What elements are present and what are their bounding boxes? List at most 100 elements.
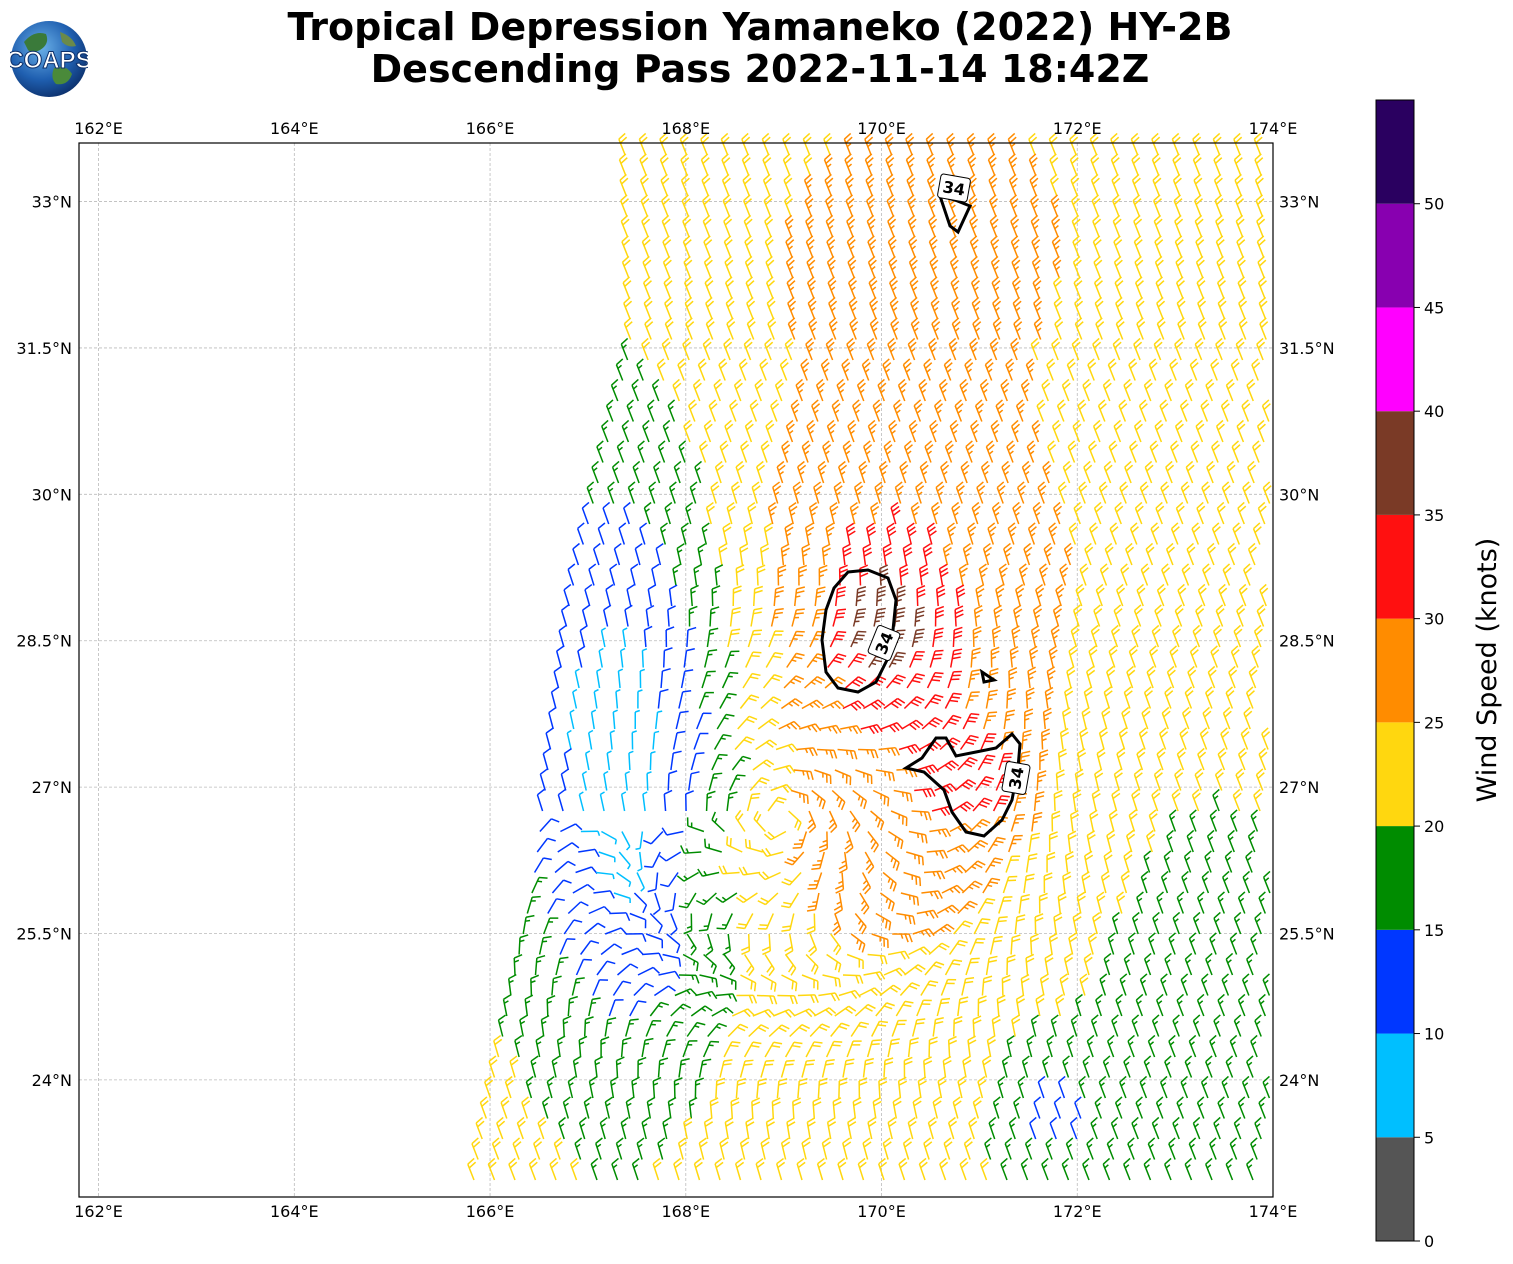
wind-barb [1172,624,1182,648]
wind-barb [641,1037,654,1058]
wind-barb [593,890,615,899]
wind-barb [514,1035,523,1058]
wind-barb [817,460,827,484]
wind-barb [1206,829,1215,853]
wind-barb [642,952,664,962]
wind-barb [940,978,957,996]
wind-barb [1027,522,1037,545]
wind-barb [1101,706,1111,730]
wind-barb [845,522,856,545]
wind-barb [652,730,660,750]
wind-barb [1126,665,1136,689]
wind-barb [837,1157,847,1181]
wind-barb [929,255,939,279]
wind-barb [1131,788,1141,812]
wind-barb [703,419,713,443]
wind-barb [806,1117,816,1140]
wind-barb [880,722,904,733]
lon-label-top: 162°E [74,119,123,138]
wind-barb [588,997,601,1017]
wind-barb [980,460,990,484]
wind-barb [721,153,731,176]
wind-barb [641,1117,650,1140]
wind-barb [682,235,692,258]
wind-barb [867,953,888,965]
wind-barb [788,502,798,525]
wind-barb [1037,481,1047,504]
wind-barb [679,132,689,156]
wind-barb [756,1078,767,1099]
wind-barb [944,959,963,976]
wind-barb [1149,645,1159,668]
wind-barb [1236,255,1246,279]
lat-label-right: 24°N [1279,1071,1319,1090]
wind-barb [741,933,751,955]
wind-barb [699,974,718,988]
wind-barb [865,173,875,197]
wind-barb [928,214,938,238]
wind-barb [620,214,630,238]
contour-label: 34 [1001,761,1031,795]
wind-barb [661,337,671,361]
wind-barb [806,913,816,935]
wind-barb [546,995,556,1017]
wind-barb [938,378,948,402]
wind-barb [692,378,702,402]
wind-barb [990,419,1000,443]
wind-barb [731,755,752,771]
lat-label-left: 28.5°N [16,632,72,651]
wind-barb [688,605,698,627]
wind-barb [722,933,731,956]
wind-barb [1192,624,1202,648]
coaps-logo: COAPS [6,20,92,98]
colorbar-segment [1376,307,1414,412]
wind-barb [814,586,826,607]
wind-barb [801,699,824,710]
wind-barb [680,153,690,176]
wind-barb [1238,317,1248,340]
wind-barb [749,399,759,422]
lon-label-bottom: 162°E [74,1202,123,1221]
wind-barb [664,296,674,320]
wind-barb [841,358,851,381]
wind-barb [907,1117,917,1140]
wind-barb [818,831,829,853]
wind-barb [1258,296,1268,320]
colorbar-frame [1375,99,1415,1242]
wind-barb [722,522,732,545]
wind-barb [1256,235,1266,258]
wind-barb [1259,583,1269,607]
wind-barb [705,933,714,957]
wind-barb [546,1075,555,1099]
wind-barb [723,337,733,361]
wind-barb [959,1157,969,1181]
wind-barb [850,933,866,953]
wind-barb [1168,809,1177,832]
wind-barb [784,522,794,545]
wind-barb [785,255,795,279]
wind-barb [605,584,614,607]
wind-barb [733,378,743,402]
wind-barb [586,481,595,504]
wind-barb [751,1097,761,1119]
wind-barb [513,953,523,976]
wind-barb [790,399,800,422]
wind-barb [902,1137,913,1160]
wind-barb [1111,1014,1119,1037]
wind-barb [591,460,599,484]
wind-barb [862,543,873,566]
wind-barb [772,481,782,504]
wind-barb [820,358,830,381]
wind-barb [592,542,601,566]
lon-label-bottom: 170°E [857,1202,906,1221]
wind-barb [1103,460,1113,484]
wind-barb [662,953,682,967]
wind-barb [985,955,998,976]
wind-barb [643,296,653,320]
wind-barb [776,460,786,484]
wind-barb [898,1157,908,1181]
wind-barb [538,935,552,955]
wind-barb [764,337,774,361]
wind-barb [1113,768,1123,791]
wind-barb [1259,317,1269,340]
